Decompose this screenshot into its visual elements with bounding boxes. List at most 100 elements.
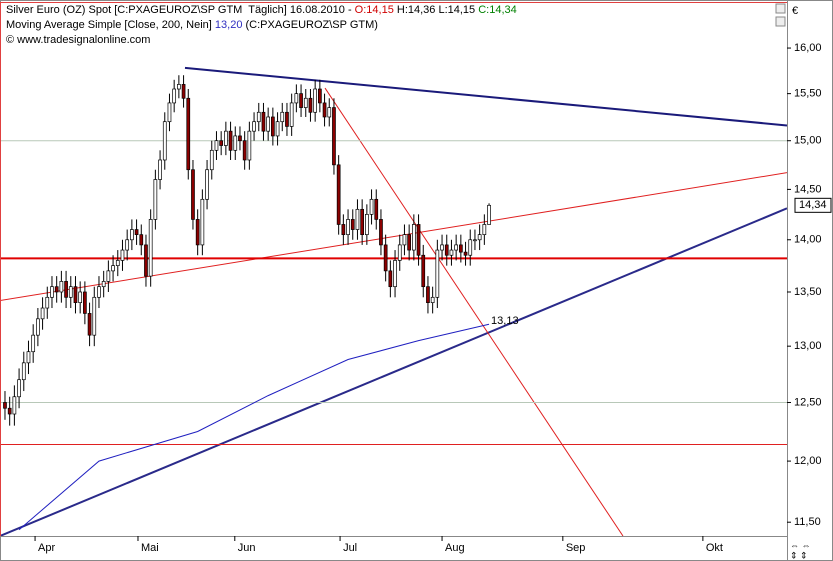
candle-body xyxy=(256,111,261,123)
scroll-icon[interactable]: ⇔ ⇔ xyxy=(790,540,811,550)
candle-body xyxy=(111,265,115,272)
candle-body xyxy=(318,88,322,104)
candle-body xyxy=(45,296,50,309)
candle-body xyxy=(186,97,191,171)
candle-body xyxy=(191,169,195,220)
candle-body xyxy=(54,286,59,293)
candle-body xyxy=(130,229,134,241)
candle-body xyxy=(322,102,327,118)
candle-body xyxy=(327,107,332,118)
moving-average xyxy=(18,323,490,531)
candle-body xyxy=(162,121,167,161)
candle-body xyxy=(17,379,21,398)
candle-body xyxy=(388,270,393,288)
candle-body xyxy=(224,130,228,146)
trend-line xyxy=(1,207,787,536)
candle-body xyxy=(473,239,477,242)
trend-line xyxy=(184,66,787,127)
candle-body xyxy=(139,234,144,246)
candle-body xyxy=(350,219,355,230)
y-tick-label: 13,50 xyxy=(794,286,822,298)
candle-body xyxy=(233,135,238,151)
candle-body xyxy=(228,130,233,151)
candle-body xyxy=(247,130,252,161)
candle-body xyxy=(346,219,350,236)
candle-body xyxy=(266,116,271,132)
candle-body xyxy=(153,179,158,220)
candle-body xyxy=(209,149,214,171)
window-buttons: ⇔ ⇔ ⇕ ⇕ xyxy=(775,3,811,560)
scroll-icon[interactable]: ⇕ ⇕ xyxy=(790,550,808,560)
unit: € xyxy=(792,5,798,17)
candle-body xyxy=(275,121,280,137)
candle-body xyxy=(12,396,17,415)
y-tick-label: 13,00 xyxy=(794,340,822,352)
candle-body xyxy=(374,198,379,220)
candle-body xyxy=(360,208,365,236)
candle-body xyxy=(64,281,68,298)
x-tick-label: Aug xyxy=(445,542,465,554)
open-label: O:14,15 xyxy=(354,4,394,16)
candle-body xyxy=(308,97,313,113)
candle-body xyxy=(219,140,224,146)
candle-body xyxy=(214,140,219,151)
candle-body xyxy=(369,198,374,215)
title: Silver Euro (OZ) Spot [C:PXAGEUROZ\SP GT… xyxy=(6,4,352,16)
candle-body xyxy=(181,84,186,99)
candle-body xyxy=(97,286,101,298)
y-tick-label: 11,50 xyxy=(794,516,821,528)
y-tick-label: 14,00 xyxy=(794,234,822,246)
candle-body xyxy=(3,402,7,409)
legend-line: Moving Average Simple [Close, 200, Nein]… xyxy=(6,18,517,33)
candle-body xyxy=(332,107,336,166)
candle-body xyxy=(430,296,435,304)
y-tick-label: 15,50 xyxy=(794,88,822,100)
candle-body xyxy=(50,286,54,298)
candle-body xyxy=(407,234,411,251)
button[interactable] xyxy=(775,16,786,27)
y-tick-label: 16,00 xyxy=(794,42,822,54)
candle-body xyxy=(280,111,285,123)
candle-body xyxy=(449,249,454,256)
candle-body xyxy=(31,334,36,353)
candle-body xyxy=(440,244,444,251)
close-label: C:14,34 xyxy=(478,4,517,16)
candle-body xyxy=(195,219,200,246)
candle-body xyxy=(271,116,275,137)
low-label: L:14,15 xyxy=(438,4,476,16)
button[interactable] xyxy=(775,3,786,14)
candle-body xyxy=(120,249,125,261)
candle-body xyxy=(416,224,421,256)
trend-line xyxy=(1,172,787,301)
candle-body xyxy=(26,351,31,364)
candle-body xyxy=(355,208,360,230)
y-tick-label: 14,50 xyxy=(794,183,822,195)
ma-name: Moving Average Simple [Close, 200, Nein] xyxy=(6,19,212,31)
candle-body xyxy=(487,204,491,225)
high-label: H:14,36 xyxy=(396,4,436,16)
candle-body xyxy=(365,214,369,236)
candle-body xyxy=(92,296,97,336)
candle-body xyxy=(336,164,341,225)
candle-body xyxy=(402,234,407,246)
candle-body xyxy=(458,244,463,253)
candle-body xyxy=(421,254,426,288)
candle-body xyxy=(78,291,83,304)
candle-body xyxy=(238,135,242,142)
candle-body xyxy=(59,281,64,293)
candle-body xyxy=(115,260,120,266)
candle-body xyxy=(125,239,130,251)
x-tick-label: Okt xyxy=(706,542,723,554)
candle-body xyxy=(285,111,289,127)
candle-body xyxy=(341,224,346,236)
candle-body xyxy=(393,260,397,288)
candle-body xyxy=(468,239,473,256)
candle-body xyxy=(7,407,12,415)
candle-body xyxy=(205,169,209,200)
candle-body xyxy=(454,244,458,251)
candle-body xyxy=(21,362,26,381)
candle-body xyxy=(426,286,430,304)
candle-body xyxy=(299,93,303,108)
